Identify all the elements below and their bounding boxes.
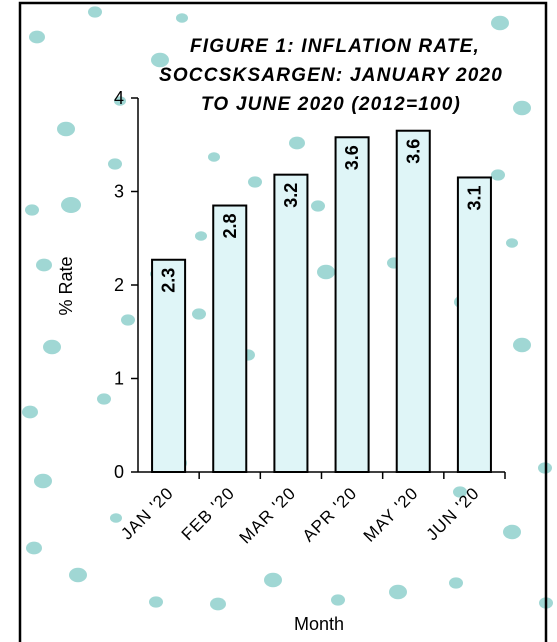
background-dot xyxy=(289,136,305,150)
background-dot xyxy=(108,158,122,170)
x-tick-label: FEB '20 xyxy=(178,483,239,544)
background-dot xyxy=(491,15,509,31)
y-tick-label: 1 xyxy=(114,369,124,389)
background-dot xyxy=(264,572,282,588)
background-dot xyxy=(121,314,135,326)
background-dot xyxy=(317,264,335,280)
background-dot xyxy=(208,152,220,162)
data-label: 2.3 xyxy=(159,268,179,293)
background-dot xyxy=(88,6,102,18)
x-tick-label: MAY '20 xyxy=(360,483,422,545)
background-dot xyxy=(513,337,531,353)
x-axis-title: Month xyxy=(294,614,344,634)
y-tick-label: 4 xyxy=(114,88,124,108)
background-dot xyxy=(25,204,39,216)
background-dot xyxy=(43,339,61,355)
background-dot xyxy=(389,584,407,600)
y-axis-title: % Rate xyxy=(56,256,76,315)
background-dot xyxy=(69,567,87,583)
bars-group: 2.3 2.8 3.2 3.6 3.6 3.1 xyxy=(151,129,492,474)
y-tick-label: 2 xyxy=(114,275,124,295)
data-label: 3.1 xyxy=(464,185,484,210)
background-dot xyxy=(110,513,122,523)
y-tick-label: 3 xyxy=(114,182,124,202)
background-dot xyxy=(311,200,325,212)
background-dot xyxy=(149,596,163,608)
y-axis: 0 1 2 3 4 xyxy=(114,88,139,482)
background-dot xyxy=(192,308,206,320)
background-dot xyxy=(114,96,126,106)
chart-title-line-3: TO JUNE 2020 (2012=100) xyxy=(201,94,461,115)
bar xyxy=(212,204,248,473)
background-dot xyxy=(26,541,42,555)
background-dot xyxy=(248,176,262,188)
background-dot xyxy=(97,393,111,405)
chart-border xyxy=(18,1,548,642)
bar xyxy=(334,136,370,474)
background-dot xyxy=(449,577,463,589)
bar xyxy=(273,173,309,473)
y-tick-label: 0 xyxy=(114,462,124,482)
x-tick-label: JAN '20 xyxy=(117,483,177,543)
data-label: 3.2 xyxy=(281,183,301,208)
background-dot xyxy=(210,597,226,611)
x-tick-label: JUN '20 xyxy=(422,483,483,544)
chart-title-line-1: FIGURE 1: INFLATION RATE, xyxy=(190,36,480,57)
background-dot xyxy=(195,231,207,241)
bar xyxy=(395,129,431,473)
background-dot xyxy=(22,405,38,419)
x-tick-label: MAR '20 xyxy=(236,483,300,547)
bar xyxy=(456,176,492,473)
background-dot xyxy=(29,30,45,44)
background-dot xyxy=(36,258,52,272)
x-tick-label: APR '20 xyxy=(299,483,361,545)
bar xyxy=(151,258,187,473)
background-dot xyxy=(34,473,52,489)
background-dot xyxy=(453,486,467,498)
chart-title-line-2: SOCCSKSARGEN: JANUARY 2020 xyxy=(159,65,503,86)
data-label: 2.8 xyxy=(220,214,240,239)
background-dot xyxy=(57,121,75,137)
data-label: 3.6 xyxy=(403,139,423,164)
background-dot xyxy=(513,100,531,116)
background-dot xyxy=(491,169,505,181)
background-dot xyxy=(176,13,188,23)
background-dot xyxy=(331,594,345,606)
background-dot xyxy=(151,52,169,68)
background-dot xyxy=(503,524,521,540)
background-dot xyxy=(506,238,518,248)
data-label: 3.6 xyxy=(342,145,362,170)
background-dot xyxy=(61,197,81,213)
